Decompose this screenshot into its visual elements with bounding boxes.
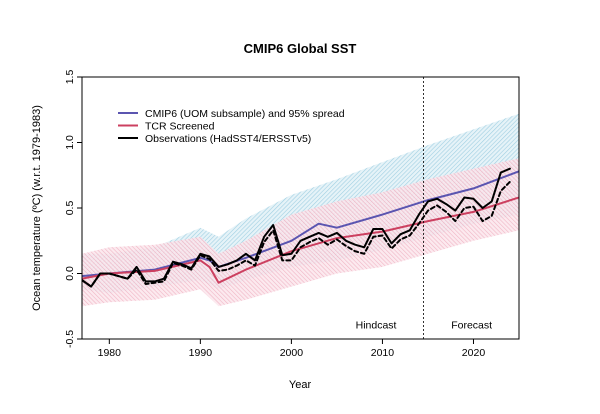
y-axis-label: Ocean temperature (ºC) (w.r.t. 1979-1983… [31, 105, 43, 311]
x-tick-label-2000: 2000 [280, 347, 304, 359]
series-line-2 [82, 167, 511, 288]
legend: CMIP6 (UOM subsample) and 95% spreadTCR … [118, 108, 345, 145]
y-tick-label-0: -0.5 [64, 330, 76, 348]
x-axis-label: Year [289, 379, 312, 391]
series-lines [82, 167, 519, 288]
x-tick-label-1990: 1990 [189, 347, 213, 359]
x-tick-label-2010: 2010 [371, 347, 395, 359]
x-tick-label-2020: 2020 [462, 347, 486, 359]
hindcast-label: Hindcast [356, 320, 397, 332]
y-tick-label-4: 1.5 [64, 70, 76, 85]
series-line-1 [82, 196, 519, 284]
series-line-0 [82, 170, 519, 278]
series-line-3 [82, 180, 511, 288]
legend-label-0: CMIP6 (UOM subsample) and 95% spread [145, 108, 345, 120]
legend-label-1: TCR Screened [145, 121, 215, 133]
forecast-label: Forecast [451, 320, 492, 332]
chart-title: CMIP6 Global SST [244, 41, 357, 56]
legend-label-2: Observations (HadSST4/ERSSTv5) [145, 133, 311, 145]
y-tick-label-3: 1.0 [64, 135, 76, 150]
y-tick-label-1: 0.0 [64, 266, 76, 281]
x-tick-label-1980: 1980 [98, 347, 122, 359]
x-axis-ticks: 1980 1990 2000 2010 2020 [98, 339, 486, 359]
y-tick-label-2: 0.5 [64, 201, 76, 216]
y-axis-ticks: -0.5 0.0 0.5 1.0 1.5 [64, 70, 82, 348]
